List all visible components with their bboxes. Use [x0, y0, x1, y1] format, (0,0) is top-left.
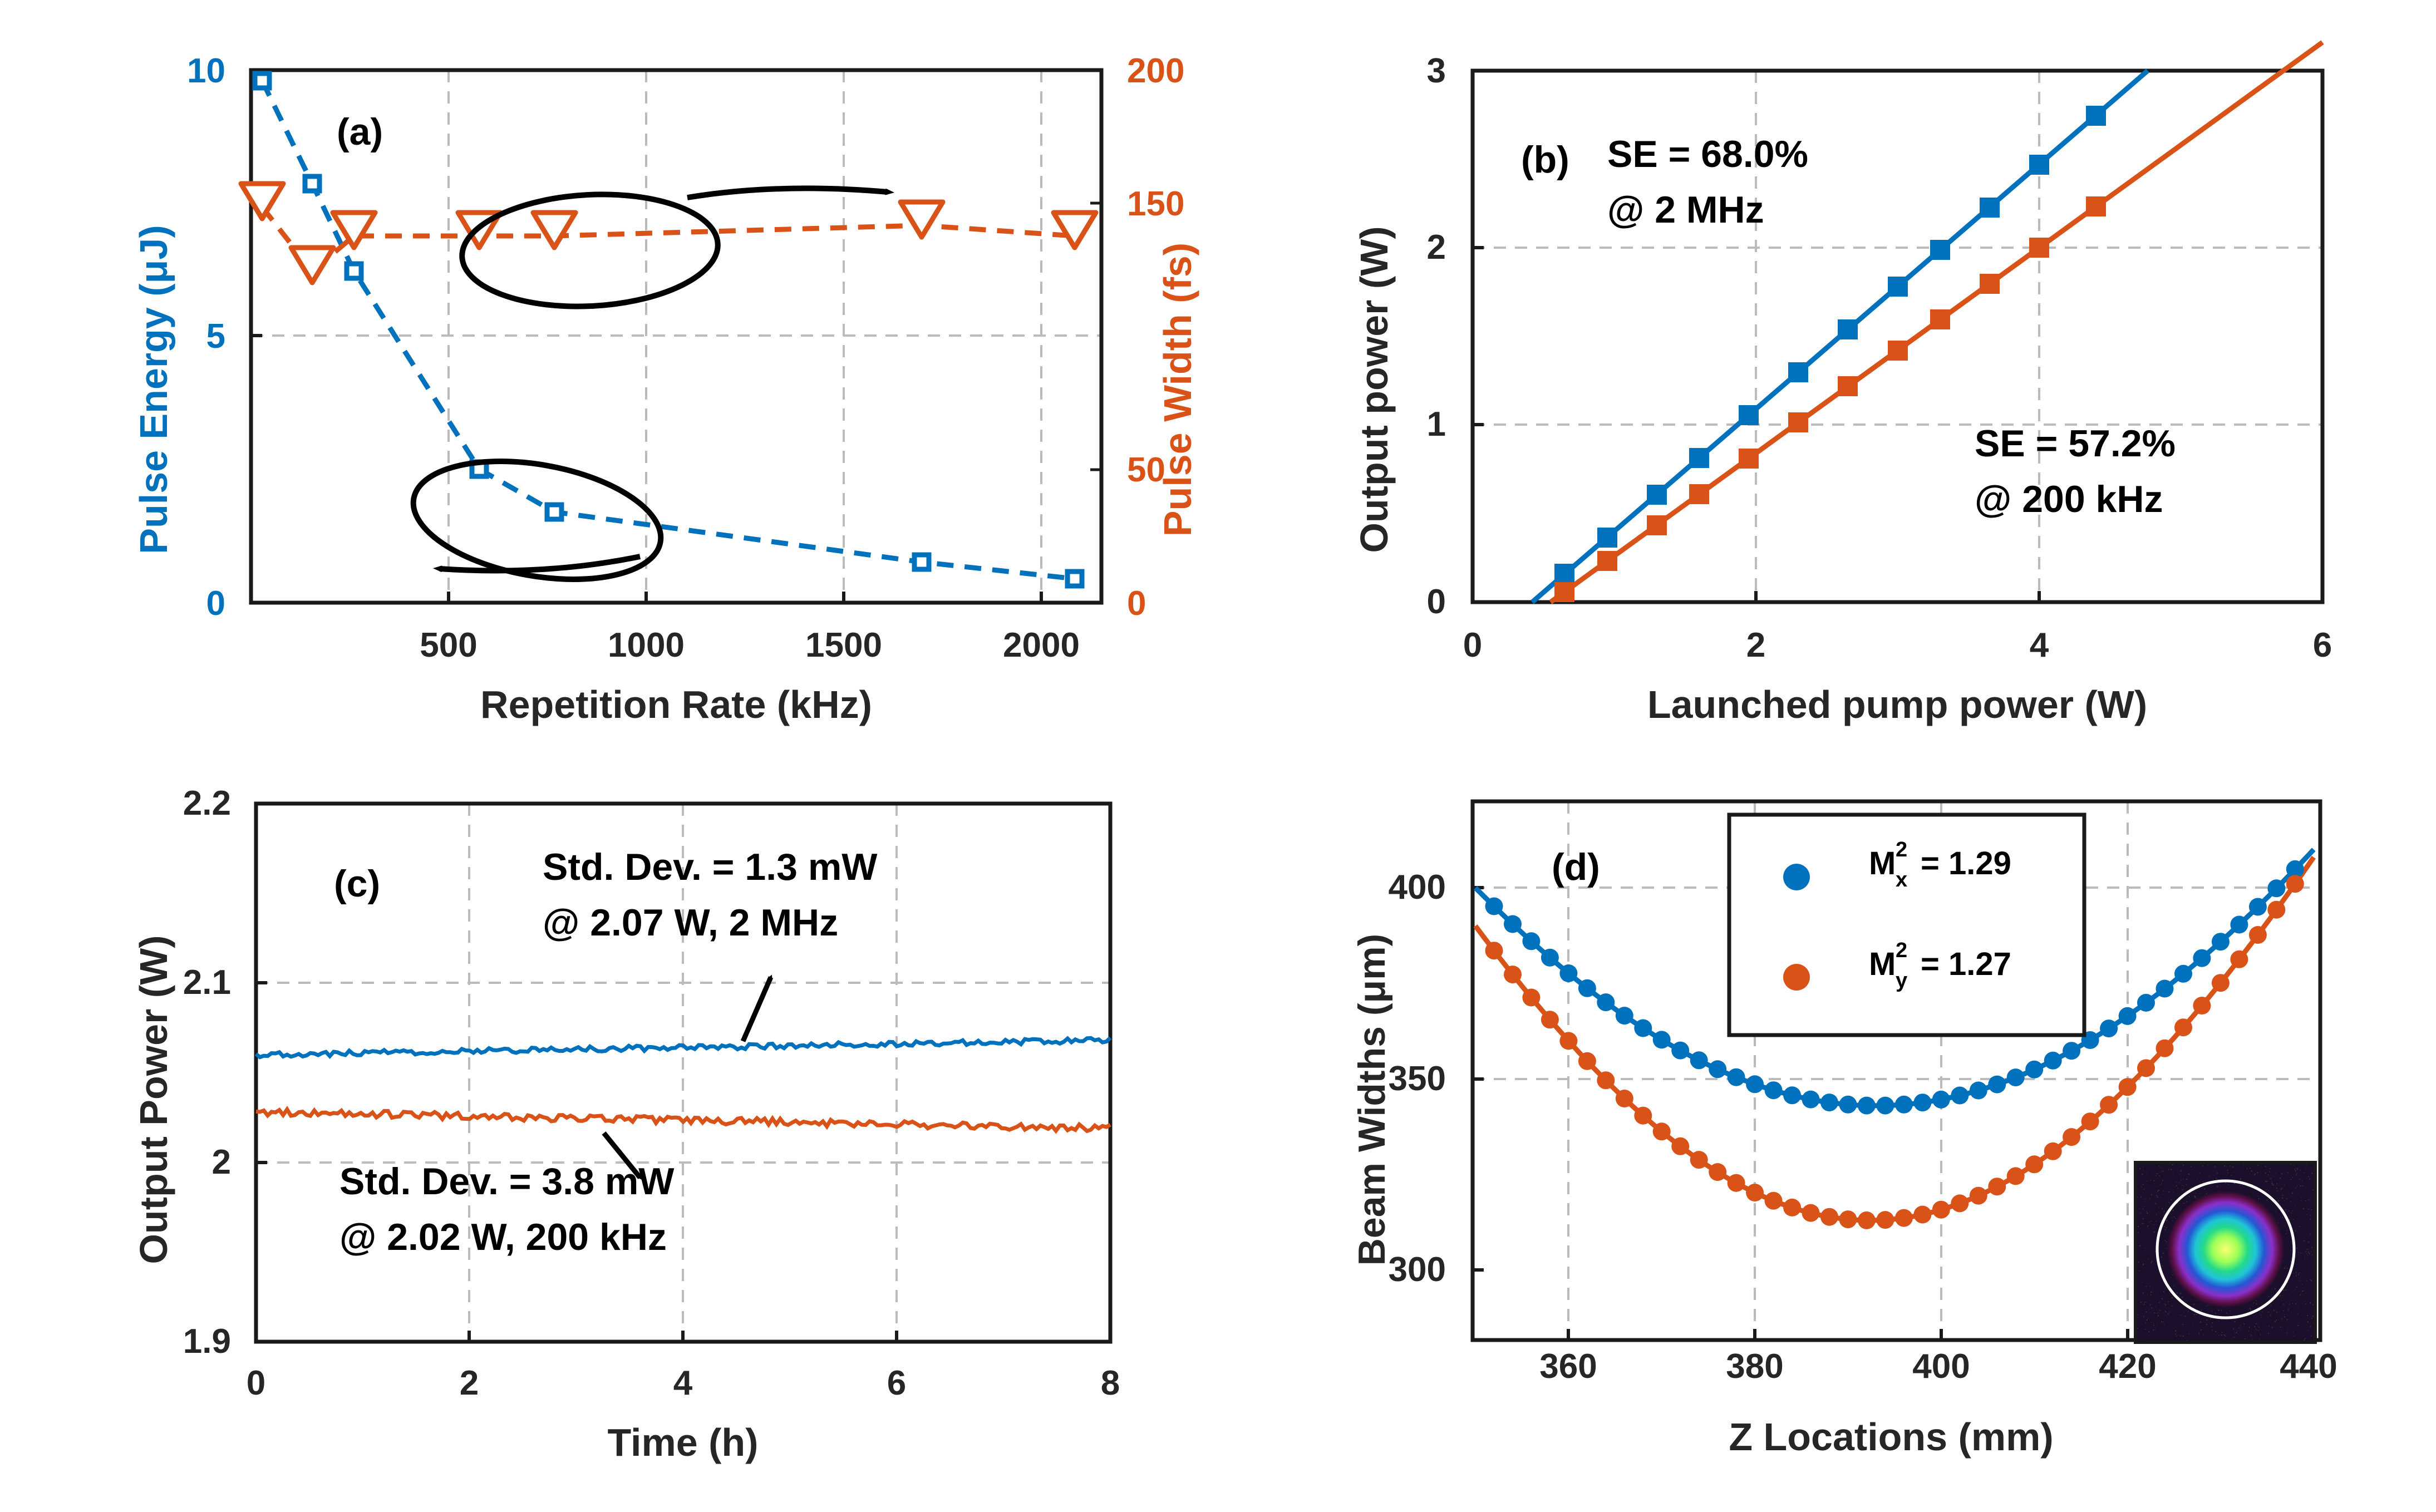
svg-text:8: 8 [1101, 1364, 1120, 1402]
svg-text:SE = 57.2%: SE = 57.2% [1975, 422, 2176, 465]
svg-text:@ 2.02 W, 200 kHz: @ 2.02 W, 200 kHz [339, 1216, 667, 1258]
svg-text:0: 0 [1427, 583, 1446, 621]
svg-text:0: 0 [1127, 584, 1146, 623]
svg-text:2: 2 [1896, 838, 1907, 861]
svg-text:5: 5 [206, 317, 225, 356]
svg-text:380: 380 [1726, 1347, 1783, 1386]
svg-text:6: 6 [2313, 626, 2332, 664]
svg-text:500: 500 [420, 626, 477, 664]
svg-text:10: 10 [187, 52, 225, 90]
svg-text:300: 300 [1389, 1250, 1446, 1289]
svg-text:420: 420 [2099, 1347, 2156, 1386]
svg-text:Time (h): Time (h) [608, 1421, 759, 1464]
svg-text:Pulse Width (fs): Pulse Width (fs) [1156, 243, 1199, 536]
svg-text:4: 4 [673, 1364, 693, 1402]
svg-text:2000: 2000 [1003, 626, 1080, 664]
svg-text:= 1.27: = 1.27 [1921, 946, 2011, 982]
svg-text:Repetition Rate (kHz): Repetition Rate (kHz) [480, 683, 872, 726]
svg-text:Output Power (W): Output Power (W) [132, 935, 175, 1264]
svg-text:2.1: 2.1 [183, 963, 231, 1002]
svg-text:= 1.29: = 1.29 [1921, 845, 2011, 881]
svg-text:150: 150 [1127, 185, 1184, 223]
svg-text:x: x [1896, 868, 1907, 892]
svg-text:2: 2 [1746, 626, 1765, 664]
svg-text:SE = 68.0%: SE = 68.0% [1607, 133, 1808, 175]
svg-text:440: 440 [2280, 1347, 2337, 1386]
svg-text:(d): (d) [1552, 846, 1600, 888]
svg-text:Launched pump power (W): Launched pump power (W) [1647, 683, 2147, 726]
svg-text:@ 2 MHz: @ 2 MHz [1607, 189, 1764, 231]
svg-text:3: 3 [1427, 52, 1446, 90]
svg-text:1000: 1000 [608, 626, 685, 664]
svg-text:2.2: 2.2 [183, 784, 231, 823]
svg-text:M: M [1869, 946, 1896, 982]
svg-text:0: 0 [206, 584, 225, 623]
svg-text:@ 200 kHz: @ 200 kHz [1975, 478, 2163, 520]
svg-text:(a): (a) [337, 111, 383, 153]
svg-text:Std. Dev. = 1.3 mW: Std. Dev. = 1.3 mW [543, 846, 878, 888]
svg-text:360: 360 [1539, 1347, 1597, 1386]
svg-text:400: 400 [1389, 868, 1446, 907]
svg-text:0: 0 [1463, 626, 1482, 664]
svg-text:1: 1 [1427, 405, 1446, 444]
svg-text:0: 0 [247, 1364, 265, 1402]
svg-text:(c): (c) [334, 863, 380, 905]
svg-text:Std. Dev. = 3.8 mW: Std. Dev. = 3.8 mW [339, 1160, 675, 1203]
svg-text:Output power (W): Output power (W) [1352, 226, 1396, 553]
svg-text:y: y [1896, 969, 1907, 992]
svg-text:1.9: 1.9 [183, 1322, 231, 1361]
svg-text:2: 2 [1896, 939, 1907, 962]
svg-text:6: 6 [887, 1364, 906, 1402]
svg-text:@ 2.07 W, 2 MHz: @ 2.07 W, 2 MHz [543, 902, 838, 944]
svg-text:200: 200 [1127, 52, 1184, 90]
svg-text:400: 400 [1912, 1347, 1970, 1386]
svg-text:2: 2 [1427, 228, 1446, 267]
svg-text:4: 4 [2030, 626, 2049, 664]
svg-text:(b): (b) [1521, 139, 1569, 181]
svg-text:Z Locations (mm): Z Locations (mm) [1729, 1415, 2053, 1459]
svg-text:2: 2 [212, 1143, 231, 1181]
svg-text:1500: 1500 [805, 626, 882, 664]
svg-text:M: M [1869, 845, 1896, 881]
svg-text:Beam Widths (μm): Beam Widths (μm) [1351, 934, 1393, 1265]
svg-text:350: 350 [1389, 1060, 1446, 1098]
svg-text:Pulse Energy (μJ): Pulse Energy (μJ) [132, 225, 175, 554]
svg-text:2: 2 [460, 1364, 479, 1402]
